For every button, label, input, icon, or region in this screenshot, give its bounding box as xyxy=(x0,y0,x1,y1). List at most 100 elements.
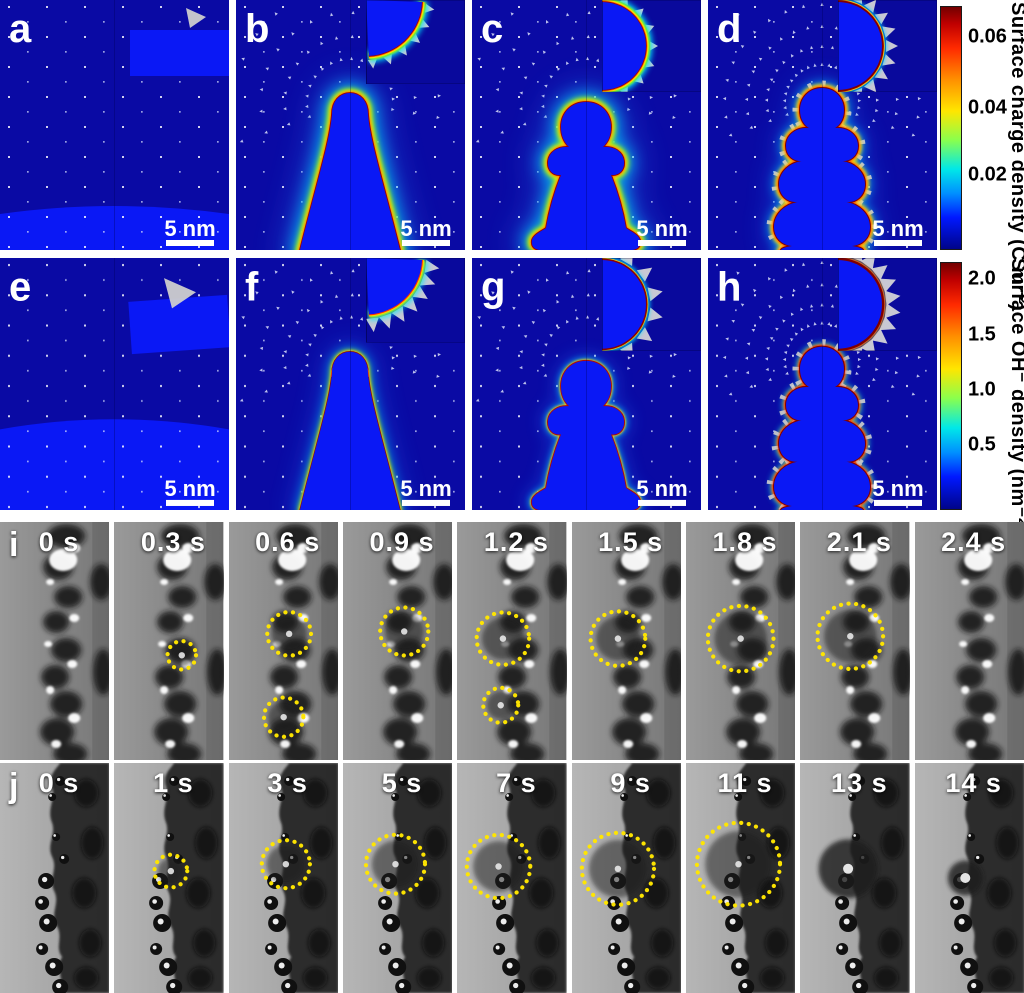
time-label: 0.6 s xyxy=(255,527,321,557)
arrow-glyph xyxy=(500,389,504,393)
arrow-glyph xyxy=(745,111,750,116)
bubble xyxy=(836,943,849,955)
arrow-glyph xyxy=(731,61,735,65)
arrow-glyph xyxy=(769,78,774,82)
arrow-glyph xyxy=(783,106,787,110)
arrow-glyph xyxy=(276,48,280,52)
scale-bar-label: 5 nm xyxy=(872,476,923,501)
arrow-glyph xyxy=(335,294,339,299)
video-frame: 5 s xyxy=(342,763,453,993)
arrow-glyph xyxy=(475,398,480,402)
arrow-glyph xyxy=(785,371,789,375)
arrow-glyph xyxy=(495,88,500,92)
panel-label: f xyxy=(245,264,259,309)
inset-zoom xyxy=(602,0,701,92)
arrow-glyph xyxy=(820,321,824,325)
bubble-annotation-circle xyxy=(579,830,656,907)
video-frame: 0.3 s xyxy=(114,522,224,760)
arrow-glyph xyxy=(779,295,784,300)
arrow-glyph xyxy=(722,355,727,360)
arrow-glyph xyxy=(879,316,897,331)
frame-image xyxy=(0,763,110,993)
frame-image xyxy=(800,763,910,993)
arrow-glyph xyxy=(627,356,632,360)
arrow-glyph xyxy=(320,67,325,71)
bubble-annotation-circle xyxy=(815,601,886,672)
arrow-glyph xyxy=(389,346,393,350)
arrow-glyph xyxy=(437,94,441,98)
arrow-glyph xyxy=(749,384,754,388)
arrow-glyph xyxy=(784,268,788,272)
bubble xyxy=(150,943,163,955)
arrow-glyph xyxy=(820,303,824,307)
arrow-glyph xyxy=(857,364,861,369)
arrow-glyph xyxy=(871,328,888,344)
arrow-glyph xyxy=(349,315,354,319)
bubble xyxy=(722,943,735,955)
arrow-glyph xyxy=(437,353,441,357)
arrow-glyph xyxy=(306,308,311,313)
arrow-glyph xyxy=(806,26,810,30)
arrow-glyph xyxy=(857,106,861,110)
arrow-glyph xyxy=(305,94,309,98)
bubble-annotation-circle xyxy=(259,838,312,891)
arrow-glyph xyxy=(566,270,570,275)
arrow-glyph xyxy=(241,316,245,320)
arrow-glyph xyxy=(274,270,278,274)
arrow-glyph xyxy=(283,91,287,95)
bubble-annotation-circle xyxy=(694,820,783,908)
arrow-glyph xyxy=(335,36,339,40)
arrow-glyph xyxy=(767,18,772,23)
frame-image xyxy=(685,763,796,993)
arrow-glyph xyxy=(740,45,745,49)
video-frame: 1.5 s xyxy=(571,522,681,760)
arrow-glyph xyxy=(636,327,653,342)
arrow-glyph xyxy=(834,26,838,30)
arrow-glyph xyxy=(875,98,880,102)
arrow-glyph xyxy=(477,316,481,320)
arrow-glyph xyxy=(916,115,920,119)
arrow-glyph xyxy=(305,353,309,357)
arrow-glyph xyxy=(596,58,600,63)
arrow-glyph xyxy=(758,57,763,61)
arrow-glyph xyxy=(672,115,676,119)
inset-zoom xyxy=(838,0,937,92)
arrow-glyph xyxy=(541,104,545,108)
arrow-glyph xyxy=(827,322,831,326)
frame-row-j: 0 s j 1 s 3 s 5 s 7 s 9 s 11 s 13 s 14 s xyxy=(0,763,1024,993)
arrow-glyph xyxy=(495,368,499,372)
arrow-glyph xyxy=(785,112,789,116)
arrow-glyph xyxy=(895,356,900,360)
arrow-glyph xyxy=(500,130,504,134)
frame-image xyxy=(228,522,338,760)
video-frame: 11 s xyxy=(685,763,796,993)
inset-tip-surface xyxy=(366,0,422,56)
time-label: 1.5 s xyxy=(598,527,664,557)
tip-body xyxy=(531,102,641,250)
arrow-glyph xyxy=(855,371,859,375)
sim-panel-image: 5 nm d xyxy=(708,0,937,250)
arrow-glyph xyxy=(765,367,769,371)
arrow-glyph xyxy=(259,88,264,92)
arrow-glyph xyxy=(879,278,897,293)
scale-bar-label: 5 nm xyxy=(400,216,451,241)
arrow-glyph xyxy=(531,321,536,325)
sim-panel-d: 5 nm d xyxy=(708,0,937,250)
inset-zoom xyxy=(602,258,701,351)
frame-image xyxy=(114,522,224,760)
arrow-glyph xyxy=(886,40,898,52)
colorbar-gradient xyxy=(940,6,962,250)
arrow-glyph xyxy=(872,377,876,381)
arrow-glyph xyxy=(542,308,547,313)
arrow-glyph xyxy=(544,84,548,88)
bubble xyxy=(379,943,392,955)
arrow-glyph xyxy=(895,97,900,102)
arrow-glyph xyxy=(255,33,259,37)
arrow-glyph xyxy=(413,95,418,100)
arrow-glyph xyxy=(313,75,317,79)
inset-tip-surface xyxy=(838,260,882,349)
arrow-glyph xyxy=(736,271,740,275)
arrow-glyph xyxy=(283,107,287,111)
colorbar-tick-label: 0.04 xyxy=(968,96,1007,119)
bubble-annotation-circle xyxy=(465,832,533,901)
